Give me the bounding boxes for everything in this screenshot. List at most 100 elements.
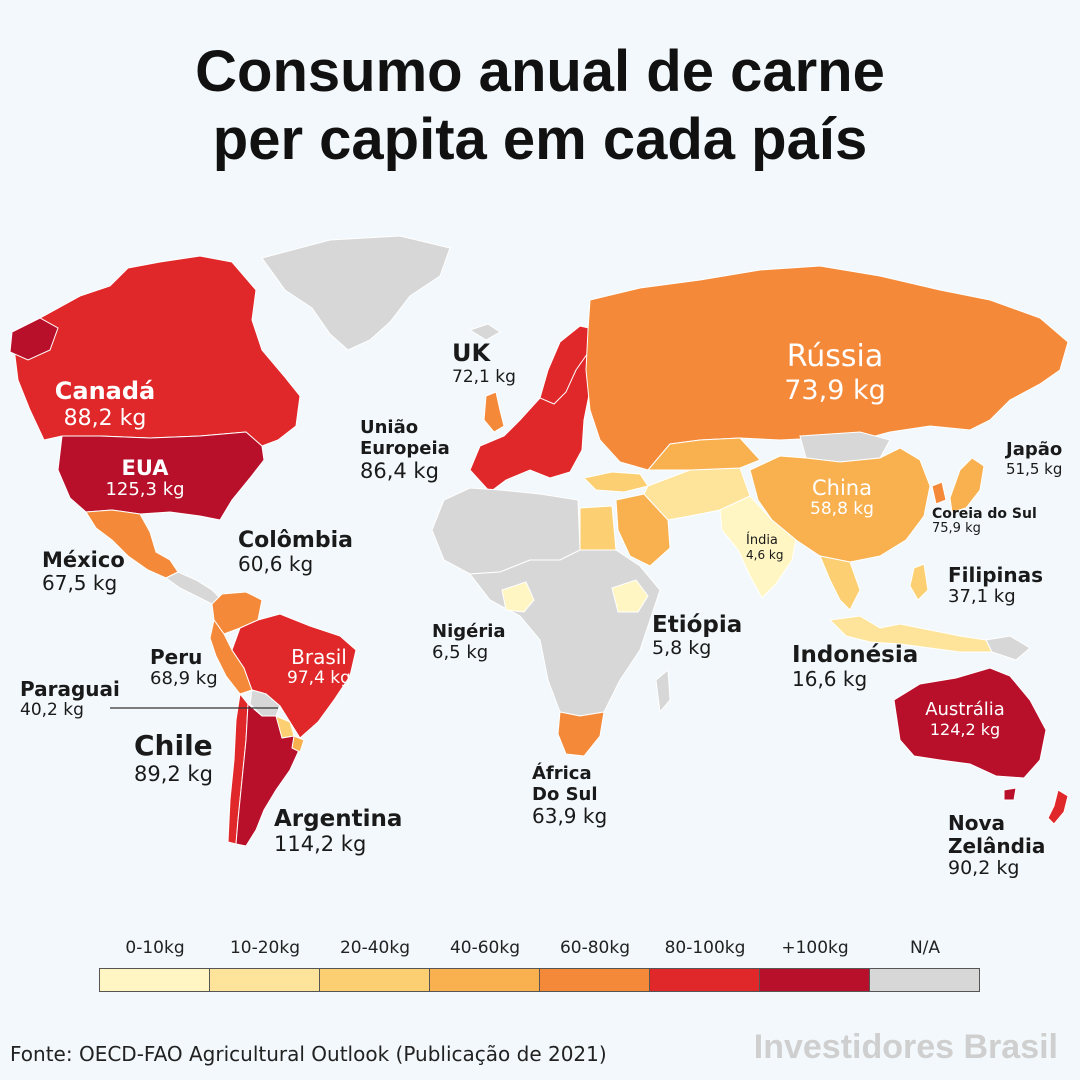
region-tasmania bbox=[1003, 787, 1017, 801]
label-mexico: México 67,5 kg bbox=[42, 548, 125, 595]
legend-color-bar bbox=[99, 968, 980, 992]
paraguai-name: Paraguai bbox=[20, 677, 120, 701]
mexico-value: 67,5 kg bbox=[42, 571, 118, 596]
legend-label-7: N/A bbox=[909, 938, 941, 958]
nigeria-value: 6,5 kg bbox=[432, 641, 489, 663]
chile-name: Chile bbox=[134, 729, 213, 762]
filipinas-value: 37,1 kg bbox=[948, 586, 1016, 607]
australia-value: 124,2 kg bbox=[929, 719, 1001, 739]
region-central-america bbox=[165, 571, 223, 605]
label-uk: UK 72,1 kg bbox=[452, 339, 516, 387]
brasil-value: 97,4 kg bbox=[287, 668, 351, 688]
map-title: Consumo anual de carne per capita em cad… bbox=[0, 38, 1080, 174]
label-canada: Canadá 88,2 kg bbox=[40, 377, 170, 431]
africa-name-line2: Do Sul bbox=[532, 783, 598, 805]
region-south-africa bbox=[557, 711, 605, 757]
canada-value: 88,2 kg bbox=[63, 405, 147, 431]
peru-name: Peru bbox=[150, 645, 203, 669]
uk-name: UK bbox=[452, 339, 491, 367]
russia-name: Rússia bbox=[786, 339, 884, 374]
region-peru bbox=[209, 618, 253, 695]
label-argentina: Argentina 114,2 kg bbox=[274, 806, 402, 857]
region-uk bbox=[483, 391, 505, 433]
region-kazakhstan bbox=[646, 437, 761, 471]
region-brazil bbox=[231, 613, 357, 739]
eua-value: 125,3 kg bbox=[105, 479, 185, 501]
india-name: Índia bbox=[746, 533, 778, 548]
label-filipinas: Filipinas 37,1 kg bbox=[948, 564, 1043, 608]
region-japan bbox=[949, 457, 985, 513]
region-india bbox=[719, 495, 797, 599]
region-madagascar bbox=[655, 668, 671, 714]
legend-label-3: 40-60kg bbox=[449, 938, 521, 958]
legend-label-5: 80-100kg bbox=[664, 938, 746, 958]
title-line-1: Consumo anual de carne bbox=[195, 39, 885, 104]
region-se-asia bbox=[819, 555, 861, 611]
region-greenland bbox=[261, 235, 451, 351]
etiopia-name: Etiópia bbox=[652, 612, 743, 638]
region-turkey bbox=[582, 471, 649, 493]
region-korea bbox=[931, 481, 947, 505]
chile-value: 89,2 kg bbox=[134, 762, 213, 787]
region-mongolia bbox=[799, 431, 891, 463]
legend-labels: 0-10kg 10-20kg 20-40kg 40-60kg 60-80kg 8… bbox=[100, 938, 980, 964]
africa-name-line1: África bbox=[532, 763, 592, 784]
legend-swatch-5 bbox=[649, 968, 760, 992]
etiopia-value: 5,8 kg bbox=[652, 637, 712, 660]
region-philippines bbox=[909, 563, 929, 601]
eua-name: EUA bbox=[121, 456, 169, 480]
brand-watermark: Investidores Brasil bbox=[753, 1028, 1058, 1066]
africa-value: 63,9 kg bbox=[532, 804, 608, 829]
region-png bbox=[985, 635, 1031, 661]
label-nova-zelandia: Nova Zelândia 90,2 kg bbox=[948, 812, 1045, 880]
label-indonesia: Indonésia 16,6 kg bbox=[792, 642, 918, 691]
ue-name-line2: Europeia bbox=[360, 437, 450, 459]
region-iceland bbox=[468, 323, 501, 341]
china-value: 58,8 kg bbox=[810, 499, 874, 520]
legend-swatch-2 bbox=[319, 968, 430, 992]
label-japao: Japão 51,5 kg bbox=[1006, 439, 1063, 478]
label-peru: Peru 68,9 kg bbox=[150, 646, 218, 690]
region-egypt bbox=[579, 505, 617, 551]
legend-label-6: +100kg bbox=[781, 938, 849, 958]
japao-value: 51,5 kg bbox=[1006, 459, 1063, 478]
uk-value: 72,1 kg bbox=[452, 366, 516, 387]
region-russia bbox=[585, 265, 1069, 471]
legend-swatch-6 bbox=[759, 968, 870, 992]
peru-value: 68,9 kg bbox=[150, 668, 218, 689]
region-usa bbox=[57, 431, 265, 521]
label-china: China 58,8 kg bbox=[790, 476, 894, 520]
russia-value: 73,9 kg bbox=[784, 374, 886, 406]
legend-label-0: 0-10kg bbox=[125, 938, 185, 958]
argentina-name: Argentina bbox=[274, 806, 403, 832]
canada-name: Canadá bbox=[54, 377, 156, 405]
region-argentina bbox=[235, 702, 301, 847]
indonesia-value: 16,6 kg bbox=[792, 667, 868, 692]
colombia-value: 60,6 kg bbox=[238, 552, 314, 577]
label-etiopia: Etiópia 5,8 kg bbox=[652, 612, 742, 660]
china-name: China bbox=[812, 476, 872, 500]
region-alaska bbox=[9, 317, 59, 361]
legend-label-2: 20-40kg bbox=[339, 938, 411, 958]
label-brasil: Brasil 97,4 kg bbox=[272, 646, 366, 689]
region-new-zealand bbox=[1047, 789, 1069, 825]
label-colombia: Colômbia 60,6 kg bbox=[238, 528, 353, 576]
label-eua: EUA 125,3 kg bbox=[80, 456, 210, 501]
label-russia: Rússia 73,9 kg bbox=[760, 339, 910, 406]
legend-swatch-4 bbox=[539, 968, 650, 992]
brasil-name: Brasil bbox=[291, 645, 347, 669]
region-nigeria bbox=[501, 581, 535, 613]
region-australia bbox=[893, 667, 1047, 779]
nz-value: 90,2 kg bbox=[948, 857, 1020, 879]
region-uruguay bbox=[291, 735, 305, 753]
indonesia-name: Indonésia bbox=[792, 642, 919, 668]
nz-name-line1: Nova bbox=[948, 811, 1006, 835]
ue-name-line1: União bbox=[360, 417, 419, 438]
legend-swatch-0 bbox=[99, 968, 210, 992]
legend-swatch-1 bbox=[209, 968, 320, 992]
label-uniao-europeia: União Europeia 86,4 kg bbox=[360, 417, 450, 484]
label-africa-do-sul: África Do Sul 63,9 kg bbox=[532, 763, 608, 829]
source-credit: Fonte: OECD-FAO Agricultural Outlook (Pu… bbox=[10, 1042, 607, 1066]
region-ethiopia bbox=[611, 579, 649, 613]
